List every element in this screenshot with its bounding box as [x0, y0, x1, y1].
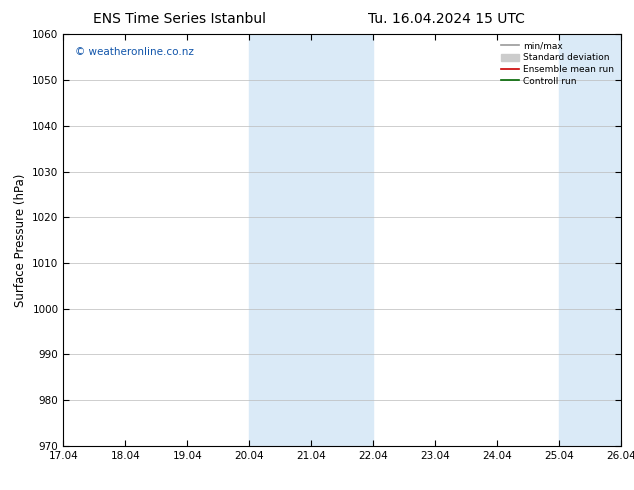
Legend: min/max, Standard deviation, Ensemble mean run, Controll run: min/max, Standard deviation, Ensemble me… — [498, 39, 617, 88]
Y-axis label: Surface Pressure (hPa): Surface Pressure (hPa) — [14, 173, 27, 307]
Text: Tu. 16.04.2024 15 UTC: Tu. 16.04.2024 15 UTC — [368, 12, 524, 26]
Text: © weatheronline.co.nz: © weatheronline.co.nz — [75, 47, 193, 57]
Text: ENS Time Series Istanbul: ENS Time Series Istanbul — [93, 12, 266, 26]
Bar — [249, 34, 373, 446]
Bar — [559, 34, 621, 446]
